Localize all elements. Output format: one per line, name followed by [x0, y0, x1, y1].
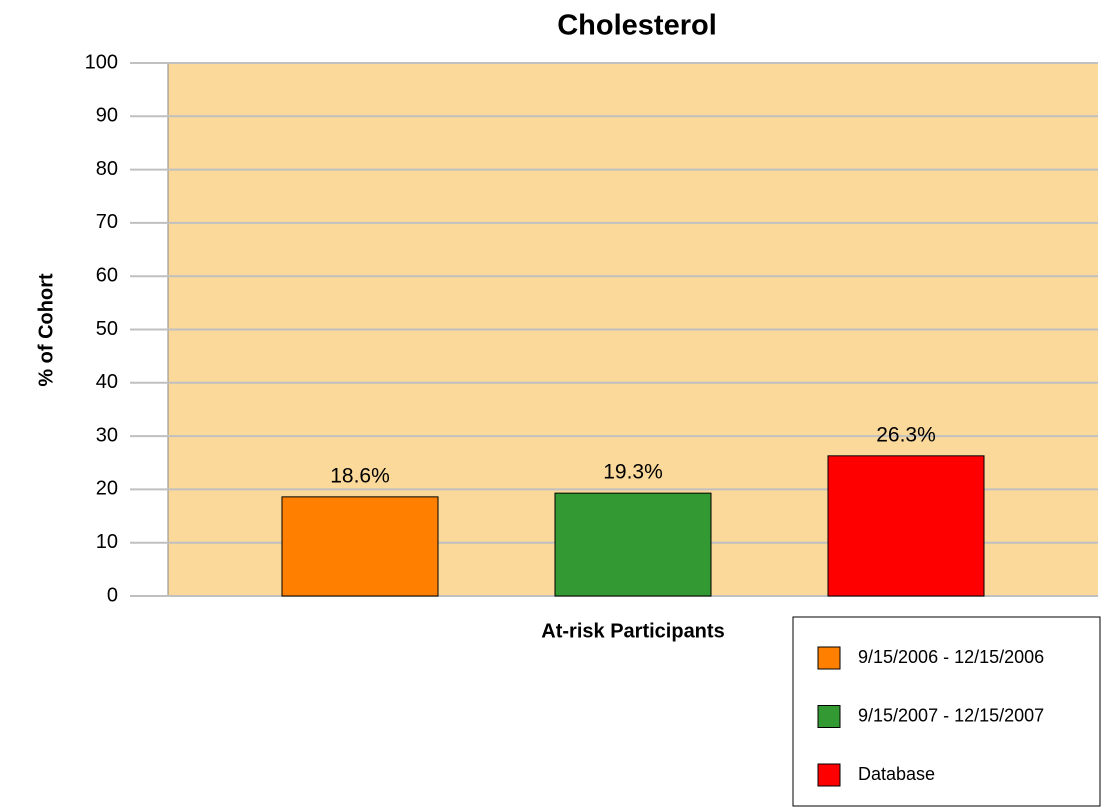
legend-swatch: [817, 705, 841, 728]
y-axis-label: % of Cohort: [35, 273, 57, 387]
y-tick-label: 10: [96, 531, 118, 553]
y-tick-label: 70: [96, 211, 118, 233]
y-tick-label: 40: [96, 371, 118, 393]
x-axis-label: At-risk Participants: [541, 620, 724, 642]
y-tick-label: 50: [96, 318, 118, 340]
legend-label: 9/15/2007 - 12/15/2007: [858, 705, 1044, 725]
y-tick-label: 90: [96, 105, 118, 127]
legend-box: [792, 616, 1101, 807]
legend-label: Database: [858, 764, 935, 784]
y-tick-label: 80: [96, 158, 118, 180]
y-tick-label: 100: [85, 51, 118, 73]
legend-swatch: [817, 763, 841, 787]
chart-title: Cholesterol: [557, 10, 717, 42]
bar: [827, 455, 985, 597]
value-label: 18.6%: [330, 464, 390, 487]
legend-swatch: [817, 646, 841, 670]
y-tick-label: 60: [96, 264, 118, 286]
legend-label: 9/15/2006 - 12/15/2006: [858, 647, 1044, 667]
bar: [554, 492, 712, 597]
y-tick-label: 30: [96, 424, 118, 446]
y-tick-label: 20: [96, 478, 118, 500]
value-label: 19.3%: [603, 461, 663, 484]
bar: [281, 496, 439, 597]
y-tick-label: 0: [107, 584, 118, 606]
value-label: 26.3%: [876, 423, 936, 446]
